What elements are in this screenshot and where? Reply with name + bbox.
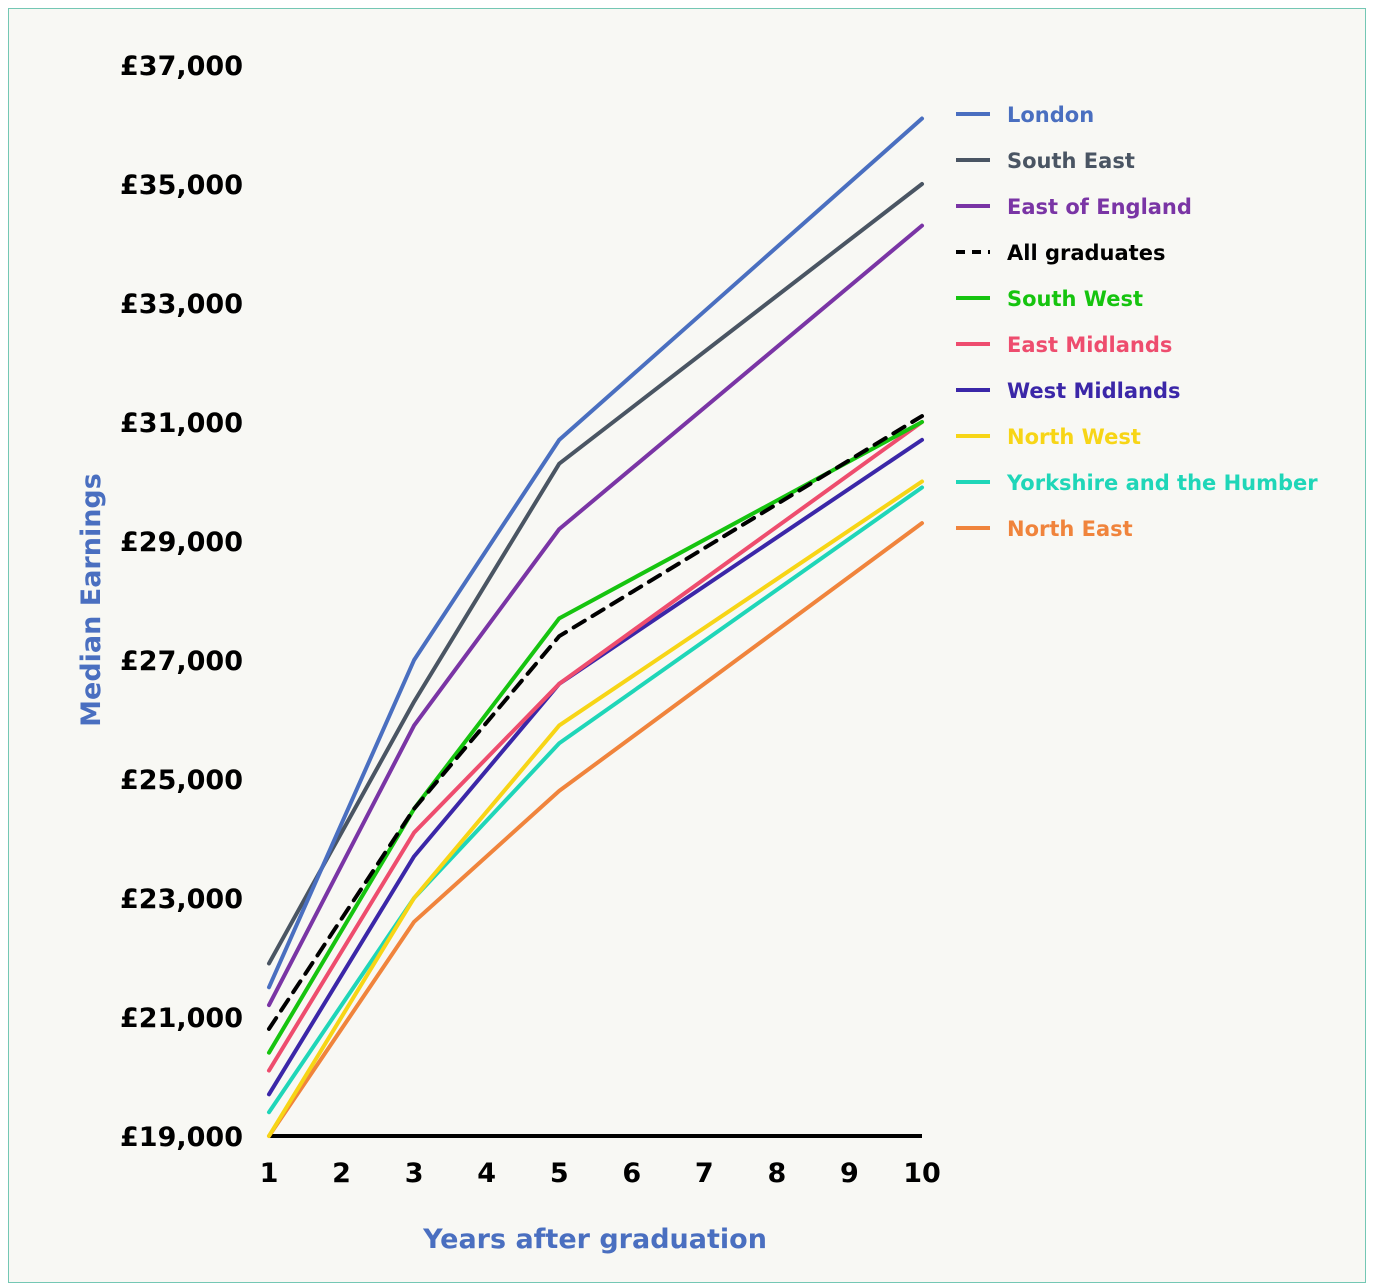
series-line-all-graduates (267, 414, 924, 1031)
legend-label: Yorkshire and the Humber (1006, 471, 1318, 495)
x-tick-label: 5 (550, 1158, 569, 1189)
y-tick-label: £29,000 (120, 527, 243, 558)
series-line-yorkshire-and-the-humber (267, 485, 924, 1115)
x-tick-label: 4 (477, 1158, 496, 1189)
series-line-london (267, 116, 924, 990)
x-tick-label: 9 (840, 1158, 859, 1189)
y-tick-label: £35,000 (120, 170, 243, 201)
y-tick-label: £37,000 (120, 51, 243, 82)
y-tick-label: £23,000 (120, 884, 243, 915)
y-axis-ticks: £19,000 £21,000 £23,000 £25,000 £27,000 £29,0… (120, 51, 243, 1153)
legend-label: West Midlands (1007, 379, 1181, 403)
x-tick-label: 8 (767, 1158, 786, 1189)
y-tick-label: £25,000 (120, 765, 243, 796)
x-axis-ticks: 1 2 3 4 5 6 7 8 9 10 (260, 1158, 941, 1189)
series-line-east-midlands (267, 420, 924, 1073)
series-line-west-midlands (267, 437, 924, 1097)
legend-label: South West (1007, 287, 1143, 311)
legend-label: North East (1007, 517, 1133, 541)
series-line-east-of-england (267, 223, 924, 1008)
x-tick-label: 6 (622, 1158, 641, 1189)
series-lines (267, 116, 924, 1138)
series-line-north-west (267, 479, 924, 1138)
legend-label: East Midlands (1007, 333, 1172, 357)
y-tick-label: £21,000 (120, 1003, 243, 1034)
y-tick-label: £31,000 (120, 408, 243, 439)
chart-frame (8, 8, 1366, 1283)
legend-label: East of England (1007, 195, 1192, 219)
x-tick-label: 2 (332, 1158, 351, 1189)
series-line-south-west (267, 420, 924, 1055)
x-tick-label: 7 (695, 1158, 714, 1189)
y-tick-label: £19,000 (120, 1122, 243, 1153)
x-tick-label: 3 (405, 1158, 424, 1189)
x-tick-label: 10 (903, 1158, 941, 1189)
series-line-south-east (267, 182, 924, 966)
y-tick-label: £27,000 (120, 646, 243, 677)
legend-label: All graduates (1007, 241, 1165, 265)
legend-label: London (1007, 103, 1094, 127)
y-axis-title: Median Earnings (76, 473, 107, 727)
series-line-north-east (267, 521, 924, 1138)
x-axis-title: Years after graduation (422, 1224, 767, 1255)
legend-label: North West (1007, 425, 1141, 449)
x-tick-label: 1 (260, 1158, 279, 1189)
legend-label: South East (1007, 149, 1135, 173)
y-tick-label: £33,000 (120, 289, 243, 320)
legend: London South East East of England All gradu… (956, 103, 1318, 541)
